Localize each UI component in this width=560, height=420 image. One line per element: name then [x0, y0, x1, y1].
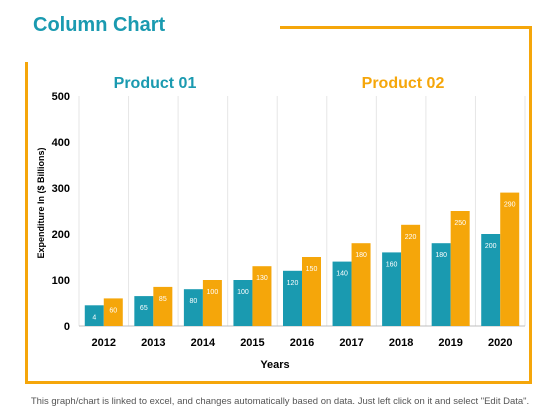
bar-product01 — [183, 289, 203, 326]
bar-product01 — [481, 234, 501, 326]
chart-bars: 4 65 80 100 120 140 160 180 200 60 85 100 130 150 180 2… — [84, 192, 520, 326]
data-label: 60 — [109, 307, 117, 314]
data-label: 80 — [189, 298, 197, 305]
page-title: Column Chart — [33, 14, 166, 36]
data-label: 100 — [237, 289, 249, 296]
frame-border-bottom — [25, 381, 532, 384]
x-tick-label: 2019 — [438, 337, 462, 349]
frame-border-top — [280, 26, 532, 29]
x-tick-label: 2014 — [191, 337, 216, 349]
bar-product02 — [202, 280, 222, 326]
x-tick-label: 2020 — [488, 337, 512, 349]
data-label: 180 — [355, 252, 367, 259]
bar-product02 — [302, 257, 321, 326]
data-label: 100 — [207, 289, 219, 296]
bar-product01 — [84, 305, 104, 326]
x-axis: 2012 2013 2014 2015 2016 2017 2018 2019 2020 — [92, 337, 513, 349]
y-tick-label: 500 — [52, 91, 70, 103]
frame-border-right — [529, 26, 532, 384]
x-tick-label: 2015 — [240, 337, 264, 349]
bar-product02 — [500, 192, 520, 326]
data-label: 65 — [140, 305, 148, 312]
bar-product01 — [332, 261, 352, 326]
bar-product02 — [103, 298, 123, 326]
data-label: 200 — [485, 243, 497, 250]
y-tick-label: 0 — [64, 321, 70, 333]
x-axis-label: Years — [260, 359, 289, 371]
bar-product02 — [401, 224, 421, 326]
data-label: 4 — [92, 314, 96, 321]
frame-border-left — [25, 62, 28, 384]
x-tick-label: 2016 — [290, 337, 314, 349]
x-tick-label: 2017 — [339, 337, 363, 349]
data-label: 120 — [287, 280, 299, 287]
y-axis-label: Expenditure In ($ Billions) — [36, 147, 46, 258]
data-label: 180 — [435, 252, 447, 259]
y-tick-label: 400 — [52, 137, 70, 149]
bar-product01 — [233, 280, 253, 326]
footer-note: This graph/chart is linked to excel, and… — [30, 396, 530, 407]
data-label: 250 — [454, 220, 466, 227]
bar-product02 — [351, 243, 371, 326]
y-tick-label: 200 — [52, 229, 70, 241]
chart-legend: Product 01 Product 02 — [114, 75, 445, 92]
bar-product02 — [450, 211, 470, 326]
bar-product01 — [382, 252, 402, 326]
y-tick-label: 100 — [52, 275, 70, 287]
x-tick-label: 2013 — [141, 337, 165, 349]
legend-entry: Product 01 — [114, 75, 197, 92]
data-label: 85 — [159, 296, 167, 303]
bar-product02 — [252, 266, 272, 326]
data-label: 130 — [256, 275, 268, 282]
data-label: 290 — [504, 202, 516, 209]
bar-product01 — [283, 270, 302, 326]
x-tick-label: 2012 — [92, 337, 116, 349]
bar-product01 — [134, 296, 154, 326]
bar-product01 — [431, 243, 451, 326]
data-label: 150 — [306, 266, 318, 273]
data-label: 140 — [336, 271, 348, 278]
bar-product02 — [153, 286, 173, 326]
y-axis: 0 100 200 300 400 500 — [52, 91, 70, 333]
legend-entry: Product 02 — [362, 75, 445, 92]
data-label: 160 — [386, 261, 398, 268]
data-label: 220 — [405, 234, 417, 241]
y-tick-label: 300 — [52, 183, 70, 195]
x-tick-label: 2018 — [389, 337, 413, 349]
